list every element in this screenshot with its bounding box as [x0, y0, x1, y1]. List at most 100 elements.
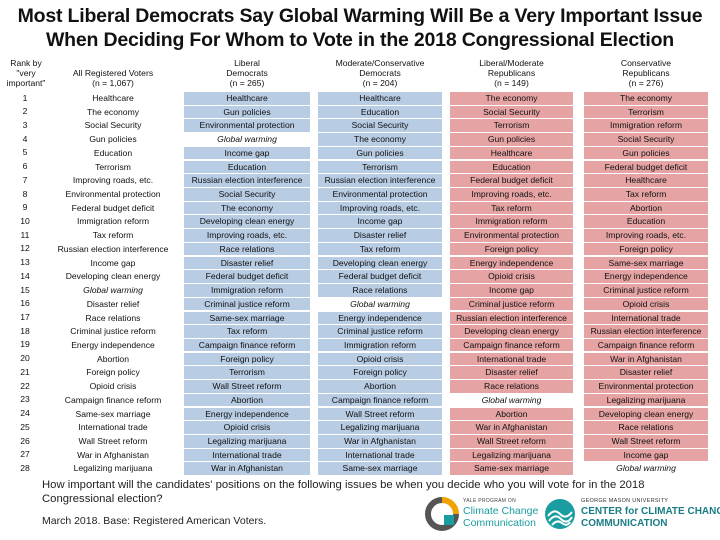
issue-cell: Education: [93, 147, 133, 158]
rank-header: Rank by "very important": [6, 58, 46, 88]
issue-cell: Legalizing marijuana: [184, 435, 310, 448]
rank-number: 15: [20, 284, 30, 295]
issue-cell: Developing clean energy: [318, 256, 442, 270]
rank-number: 20: [20, 353, 30, 364]
issue-cell: Russian election interference: [450, 311, 573, 325]
issue-cell: Campaign finance reform: [318, 393, 442, 407]
issue-cell: Environmental protection: [450, 229, 573, 242]
issue-cell: Russian election interference: [318, 174, 442, 187]
issue-cell: Improving roads, etc.: [72, 175, 154, 186]
rank-number: 8: [22, 188, 28, 199]
yale-logo-icon: [425, 497, 459, 531]
issue-cell: Foreign policy: [184, 352, 310, 366]
rank-number: 6: [22, 161, 28, 172]
issue-cell: Developing clean energy: [65, 271, 161, 282]
rank-number: 7: [22, 174, 28, 185]
column-header-line: Moderate/Conservative: [335, 58, 425, 68]
column-header-line: All Registered Voters: [72, 68, 154, 78]
issue-cell: Environmental protection: [65, 189, 161, 200]
column-header: Liberal/Moderate Republicans (n = 149): [450, 58, 573, 88]
issue-cell: Federal budget deficit: [184, 270, 310, 283]
yale-logo-line-2: Climate Change: [463, 505, 539, 517]
issue-cell: Legalizing marijuana: [584, 393, 708, 407]
issue-cell: Wall Street reform: [584, 435, 708, 448]
issue-cell: Race relations: [318, 284, 442, 297]
issue-cell: Same-sex marriage: [318, 462, 442, 475]
issue-cell: Russian election interference: [57, 243, 169, 254]
rank-number: 16: [20, 298, 30, 309]
issue-cell: Foreign policy: [86, 367, 140, 378]
issue-cell: Disaster relief: [318, 229, 442, 242]
rank-number: 18: [20, 325, 30, 336]
issue-cell: War in Afghanistan: [450, 421, 573, 434]
issue-cell: Terrorism: [318, 160, 442, 174]
issue-cell: Same-sex marriage: [75, 408, 151, 419]
issue-cell: Abortion: [318, 380, 442, 393]
rank-number: 10: [20, 215, 30, 226]
issue-cell: Income gap: [184, 146, 310, 160]
issue-cell: The economy: [450, 92, 573, 105]
gmu-logo-line-3: COMMUNICATION: [581, 518, 668, 529]
issue-cell: Tax reform: [184, 325, 310, 338]
issue-cell: Terrorism: [184, 366, 310, 379]
issue-cell: Federal budget deficit: [450, 174, 573, 187]
issue-cell-global-warming: Global warming: [217, 134, 277, 145]
issue-cell: Income gap: [318, 215, 442, 228]
rank-number: 28: [20, 462, 30, 473]
column-header-line: Republicans: [622, 68, 670, 78]
issue-cell: Environmental protection: [318, 188, 442, 201]
issue-cell: Gun policies: [584, 146, 708, 160]
rank-number: 23: [20, 394, 30, 405]
rank-number: 19: [20, 339, 30, 350]
rank-number: 25: [20, 421, 30, 432]
rank-number: 21: [20, 366, 30, 377]
issue-cell: Education: [450, 160, 573, 174]
rank-number: 11: [20, 229, 30, 240]
gmu-logo-icon: [545, 499, 575, 529]
issue-cell: The economy: [184, 201, 310, 215]
issue-cell: Energy independence: [71, 339, 155, 350]
issue-cell: Legalizing marijuana: [73, 463, 153, 474]
issue-cell: Criminal justice reform: [450, 297, 573, 311]
issue-cell: Wall Street reform: [318, 407, 442, 421]
issue-cell: Campaign finance reform: [64, 394, 162, 405]
issue-cell: Wall Street reform: [184, 380, 310, 393]
issue-cell: War in Afghanistan: [77, 449, 149, 460]
issue-cell: Opioid crisis: [584, 297, 708, 311]
issue-cell: Gun policies: [318, 146, 442, 160]
gmu-logo-line-1: GEORGE MASON UNIVERSITY: [581, 498, 669, 504]
issue-cell: Education: [184, 160, 310, 174]
george-mason-climate-logo: GEORGE MASON UNIVERSITY CENTER for CLIMA…: [544, 496, 720, 532]
column-header-line: Republicans: [487, 68, 536, 78]
issue-cell: Federal budget deficit: [318, 270, 442, 283]
issue-cell: Immigration reform: [584, 119, 708, 132]
rank-header-line: Rank by: [10, 58, 42, 68]
rank-number: 27: [20, 449, 30, 460]
rank-number: 14: [20, 270, 30, 281]
rank-number: 5: [22, 147, 28, 158]
title-line-2: When Deciding For Whom to Vote in the 20…: [45, 29, 675, 51]
column-header: Moderate/Conservative Democrats (n = 204): [318, 58, 442, 88]
issue-cell: Immigration reform: [76, 216, 150, 227]
issue-cell: The economy: [318, 133, 442, 146]
column-header: Conservative Republicans (n = 276): [584, 58, 708, 88]
issue-cell: Terrorism: [450, 119, 573, 132]
column-header: Liberal Democrats (n = 265): [184, 58, 310, 88]
rank-number: 13: [20, 257, 30, 268]
rank-number: 26: [20, 435, 30, 446]
issue-cell: War in Afghanistan: [184, 462, 310, 475]
issue-cell: Gun policies: [89, 134, 137, 145]
issue-cell: Healthcare: [318, 92, 442, 105]
issue-cell: Wall Street reform: [78, 436, 148, 446]
issue-cell: Immigration reform: [318, 338, 442, 352]
issue-cell: Campaign finance reform: [184, 338, 310, 352]
issue-cell: Gun policies: [450, 133, 573, 146]
issue-cell: Social Security: [584, 133, 708, 146]
issue-cell: Same-sex marriage: [450, 462, 573, 475]
issue-cell: Education: [584, 215, 708, 228]
rank-number: 3: [22, 119, 28, 130]
issue-cell: Federal budget deficit: [71, 202, 155, 213]
issue-cell: Criminal justice reform: [584, 284, 708, 297]
issue-cell: International trade: [450, 352, 573, 366]
rank-number: 17: [20, 312, 30, 323]
